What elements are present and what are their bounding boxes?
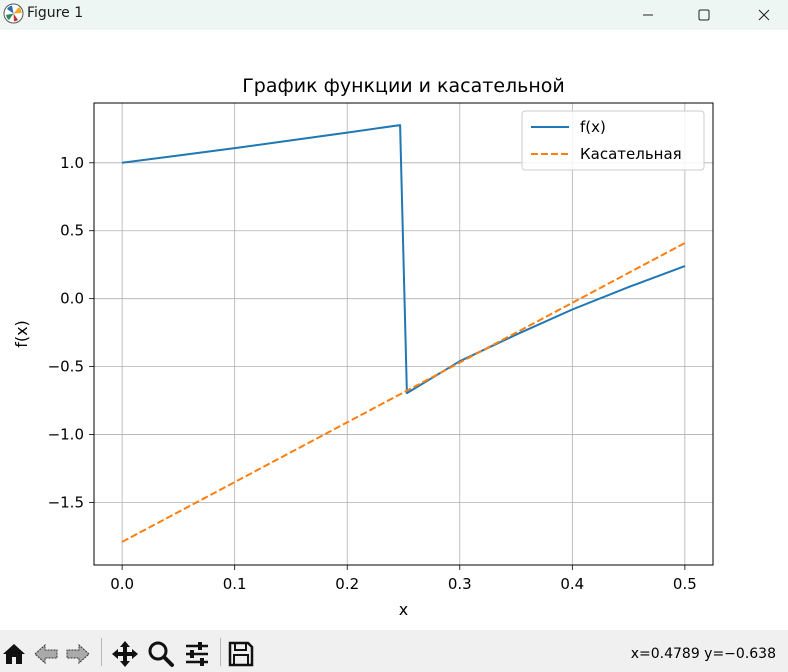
toolbar-separator (101, 638, 102, 666)
back-button[interactable] (32, 640, 60, 668)
y-tick-label: −1.5 (48, 493, 84, 511)
close-button[interactable] (741, 0, 787, 30)
y-axis-label: f(x) (12, 320, 31, 348)
legend: f(x) Касательная (521, 110, 705, 171)
matplotlib-app-icon (3, 3, 24, 24)
cursor-coordinates: x=0.4789 y=−0.638 (630, 646, 776, 662)
y-tick-label: 0.5 (60, 222, 84, 240)
configure-subplots-button[interactable] (183, 640, 211, 668)
series-line-fx (121, 124, 686, 395)
x-tick-label: 0.2 (335, 575, 359, 593)
plot-series (121, 124, 686, 543)
axes-frame (93, 102, 714, 566)
y-tick-label: −0.5 (48, 358, 84, 376)
axis-ticks: 0.0 0.1 0.2 0.3 0.4 0.5 1.0 0.5 0.0 −0.5 −1.0 −1.5 (48, 154, 697, 593)
chart-title: График функции и касательной (242, 75, 565, 97)
x-tick-label: 0.3 (448, 575, 472, 593)
legend-label: Касательная (580, 145, 682, 163)
window-title: Figure 1 (27, 5, 84, 21)
save-icon (228, 641, 254, 667)
forward-arrow-icon (66, 643, 90, 665)
zoom-button[interactable] (147, 640, 175, 668)
x-tick-label: 0.5 (673, 575, 697, 593)
grid-lines (94, 103, 713, 565)
window-titlebar: Figure 1 (0, 0, 788, 30)
pan-icon (112, 641, 138, 667)
save-button[interactable] (227, 640, 255, 668)
maximize-icon (698, 9, 710, 21)
y-tick-label: −1.0 (48, 426, 84, 444)
y-tick-label: 0.0 (60, 290, 84, 308)
legend-box (521, 110, 705, 171)
pan-button[interactable] (111, 640, 139, 668)
forward-button[interactable] (64, 640, 92, 668)
x-tick-label: 0.4 (560, 575, 584, 593)
series-line-tangent (121, 242, 686, 543)
minimize-button[interactable] (625, 0, 671, 30)
x-tick-label: 0.1 (223, 575, 247, 593)
y-tick-label: 1.0 (60, 154, 84, 172)
configure-subplots-icon (186, 642, 208, 666)
navigation-toolbar: x=0.4789 y=−0.638 (0, 630, 788, 672)
back-arrow-icon (34, 643, 58, 665)
legend-label: f(x) (580, 118, 606, 136)
toolbar-separator (220, 638, 221, 666)
x-tick-label: 0.0 (110, 575, 134, 593)
chart-svg: 0.0 0.1 0.2 0.3 0.4 0.51.00.50.0−0.5−1.0−1.5 … (12, 75, 714, 619)
zoom-icon (148, 641, 174, 667)
close-icon (758, 9, 770, 21)
home-icon (3, 644, 25, 664)
figure-canvas[interactable]: 0.0 0.1 0.2 0.3 0.4 0.5 1.0 0.5 0.0 −0.5 −1.0 −1.5 … (0, 30, 788, 630)
x-axis-label: x (399, 600, 408, 619)
home-button[interactable] (0, 640, 28, 668)
minimize-icon (643, 14, 653, 16)
maximize-button[interactable] (681, 0, 727, 30)
